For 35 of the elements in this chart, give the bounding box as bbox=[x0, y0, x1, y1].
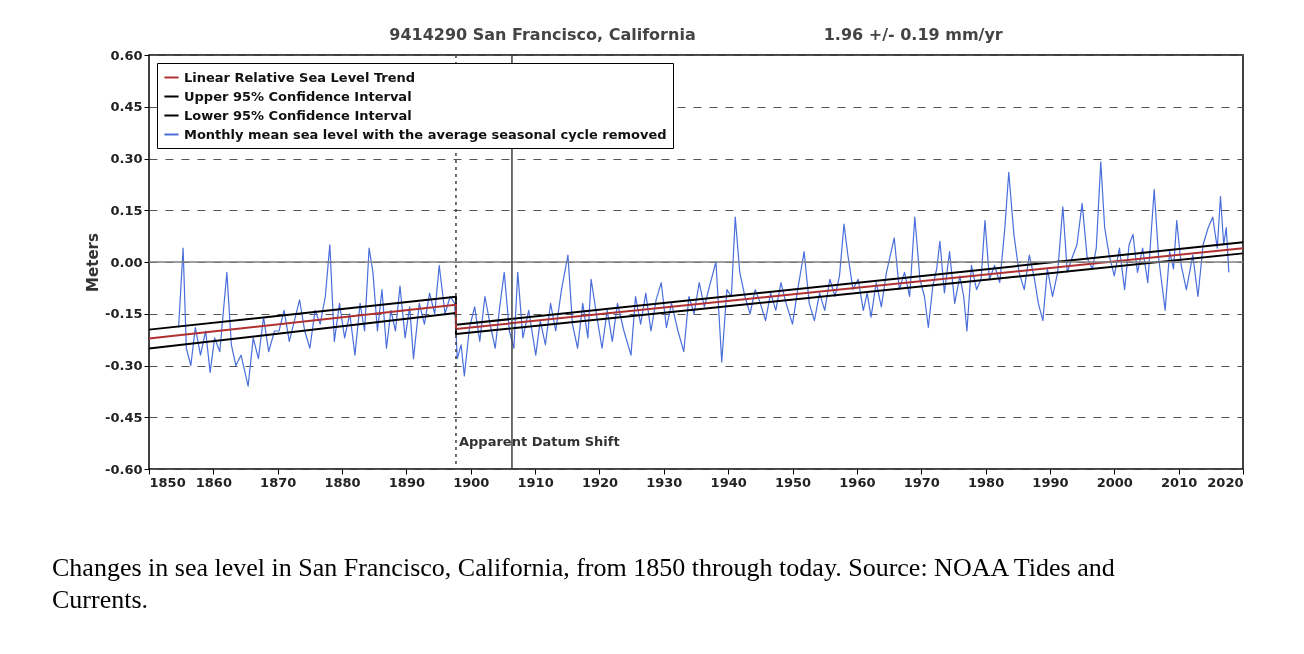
y-tick-label: 0.30 bbox=[110, 151, 143, 166]
x-tick-label: 1870 bbox=[260, 474, 297, 490]
y-axis-title: Meters bbox=[84, 233, 103, 292]
x-tick-label: 1850 bbox=[149, 474, 186, 490]
x-tick-label: 1970 bbox=[903, 474, 940, 490]
y-tick-label: 0.00 bbox=[110, 254, 143, 270]
x-tick-label: 1990 bbox=[1032, 474, 1069, 490]
legend-label: Upper 95% Confidence Interval bbox=[184, 88, 412, 104]
x-tick-label: 1960 bbox=[839, 474, 876, 490]
legend-label: Lower 95% Confidence Interval bbox=[184, 107, 412, 123]
y-tick-label: 0.45 bbox=[110, 99, 143, 115]
y-tick-label: 0.15 bbox=[110, 202, 143, 218]
x-tick-label: 1940 bbox=[710, 474, 747, 490]
x-tick-label: 1910 bbox=[517, 474, 554, 490]
x-tick-label: 1950 bbox=[774, 474, 812, 490]
x-tick-label: 1980 bbox=[967, 474, 1005, 490]
x-tick-label: 1920 bbox=[581, 474, 619, 490]
y-tick-label: -0.15 bbox=[105, 306, 143, 322]
x-tick-label: 1860 bbox=[195, 474, 232, 490]
y-tick-label: -0.30 bbox=[105, 358, 143, 373]
x-tick-label: 2010 bbox=[1161, 474, 1198, 490]
x-tick-label: 1880 bbox=[324, 474, 361, 490]
chart-title: 9414290 San Francisco, California 1.96 +/- 0.19 mm/yr bbox=[389, 25, 1003, 44]
y-tick-label: 0.60 bbox=[110, 47, 143, 63]
x-tick-label: 2020 bbox=[1207, 474, 1244, 490]
x-tick-label: 1900 bbox=[453, 474, 490, 490]
x-tick-label: 1930 bbox=[646, 474, 683, 490]
legend-label: Monthly mean sea level with the average seasonal cycle removed bbox=[184, 126, 667, 142]
x-tick-label: 2000 bbox=[1096, 474, 1133, 490]
y-tick-label: -0.60 bbox=[105, 461, 143, 477]
text: Changes in sea level in San Francisco, California, from 1850 through today. Source: NOAA Tides and Currents. bbox=[52, 552, 1116, 616]
x-tick-label: 1890 bbox=[388, 474, 426, 490]
legend-label: Linear Relative Sea Level Trend bbox=[184, 69, 416, 85]
line-series bbox=[178, 161, 1230, 387]
y-tick-label: -0.45 bbox=[105, 409, 143, 425]
